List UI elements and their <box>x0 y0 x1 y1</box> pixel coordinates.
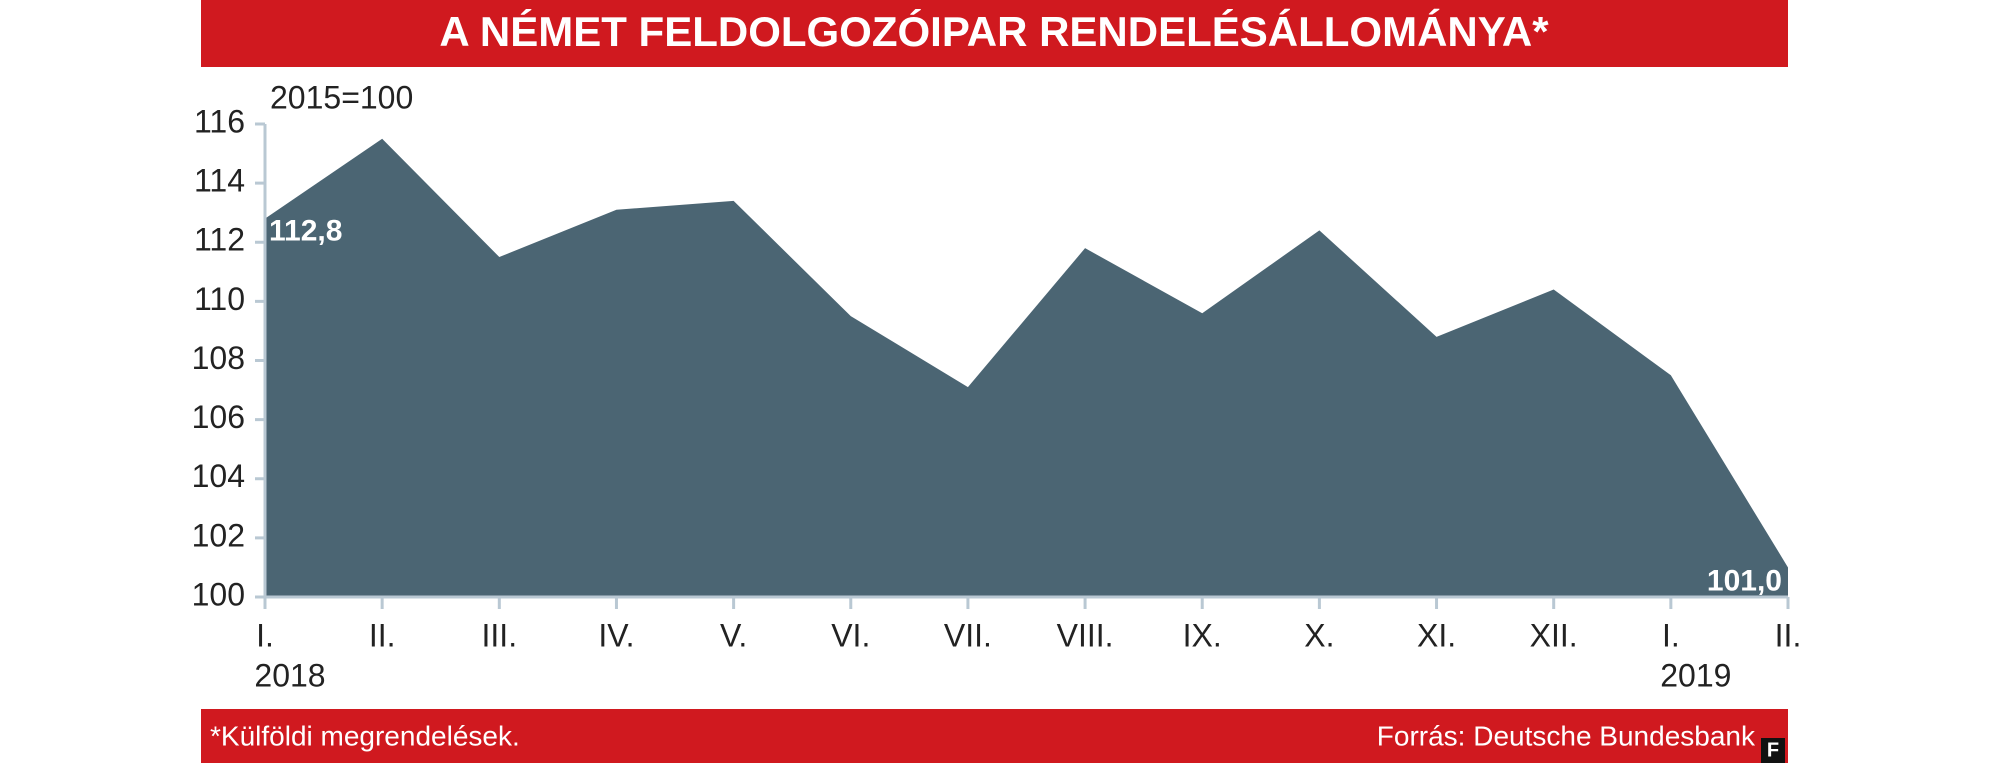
x-tick-label: III. <box>482 617 518 653</box>
x-tick-label: X. <box>1304 617 1334 653</box>
y-tick-label: 106 <box>192 399 245 435</box>
title-bar <box>201 0 1788 67</box>
footnote: *Külföldi megrendelések. <box>210 720 520 751</box>
x-tick-label: VIII. <box>1057 617 1114 653</box>
x-tick-label: II. <box>1775 617 1802 653</box>
x-tick-label: VII. <box>944 617 992 653</box>
logo-box <box>1761 738 1785 763</box>
logo: F <box>1767 739 1779 761</box>
y-tick-label: 108 <box>192 340 245 376</box>
x-tick-label: IV. <box>598 617 634 653</box>
x-tick-label: VI. <box>831 617 870 653</box>
x-tick-label: XI. <box>1417 617 1456 653</box>
x-sublabel: 2019 <box>1660 657 1731 693</box>
x-tick-label: V. <box>720 617 747 653</box>
x-tick-label: II. <box>369 617 396 653</box>
x-sublabel: 2018 <box>254 657 325 693</box>
x-tick-label: I. <box>256 617 274 653</box>
chart-title: A NÉMET FELDOLGOZÓIPAR RENDELÉSÁLLOMÁNYA… <box>439 7 1549 55</box>
y-tick-label: 110 <box>194 281 245 317</box>
y-tick-label: 104 <box>192 458 245 494</box>
x-tick-label: XII. <box>1530 617 1578 653</box>
area <box>265 138 1788 597</box>
value-label: 101,0 <box>1707 564 1782 597</box>
y-tick-label: 114 <box>194 163 245 199</box>
axis-label: 2015=100 <box>270 79 413 115</box>
x-tick-label: IX. <box>1183 617 1222 653</box>
footer-bar <box>201 709 1788 763</box>
y-tick-label: 100 <box>192 576 245 612</box>
y-tick-label: 116 <box>194 103 245 139</box>
source: Forrás: Deutsche Bundesbank <box>1377 720 1756 751</box>
x-tick-label: I. <box>1662 617 1680 653</box>
y-tick-label: 112 <box>194 222 245 258</box>
y-tick-label: 102 <box>192 517 245 553</box>
value-label: 112,8 <box>269 215 342 248</box>
